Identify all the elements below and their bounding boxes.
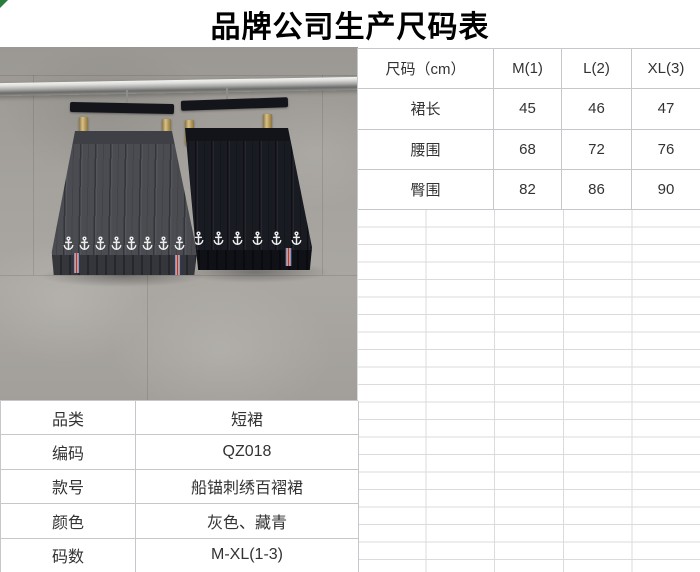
hanger-hook <box>126 90 128 105</box>
skirt-underlayer <box>185 250 313 270</box>
skirt-underlayer <box>51 255 197 275</box>
anchor-icon <box>95 236 106 251</box>
size-col-header: L(2) <box>562 49 632 90</box>
anchor-icon <box>174 236 185 251</box>
info-value: 灰色、藏青 <box>136 504 359 539</box>
anchor-icon <box>291 231 302 246</box>
anchor-icon <box>79 236 90 251</box>
wall-tile-seam <box>0 75 358 76</box>
anchor-icon <box>272 231 282 246</box>
skirt-waistband <box>51 131 197 145</box>
sheet-corner-marker <box>0 0 8 8</box>
size-cell: 72 <box>562 129 632 170</box>
spreadsheet-grid <box>357 209 700 572</box>
skirt-navy-shape <box>185 128 313 270</box>
info-label: 品类 <box>1 401 136 436</box>
anchor-icon <box>111 236 121 251</box>
size-cell: 68 <box>494 129 562 170</box>
info-value: 短裙 <box>136 401 359 436</box>
size-cell: 46 <box>562 89 632 130</box>
product-info-table: 品类 短裙 编码 QZ018 款号 船锚刺绣百褶裙 颜色 灰色、藏青 码数 M-… <box>0 400 359 572</box>
size-cell: 90 <box>632 170 700 210</box>
skirt-navy <box>179 128 316 270</box>
anchor-icon <box>63 236 74 251</box>
size-row-label: 裙长 <box>358 89 494 130</box>
anchor-icon <box>126 236 137 251</box>
info-value: M-XL(1-3) <box>136 538 359 572</box>
size-table: 尺码（cm） M(1) L(2) XL(3) 裙长 45 46 47 腰围 68… <box>357 48 700 210</box>
size-cell: 82 <box>494 169 562 210</box>
anchor-icon <box>193 231 204 246</box>
grosgrain-stripe <box>285 248 292 266</box>
size-col-header: M(1) <box>494 49 562 90</box>
grosgrain-stripe <box>73 253 80 273</box>
wall-tile-seam <box>33 75 34 275</box>
hanger-clip <box>263 114 272 139</box>
anchor-embroidery-row <box>185 226 312 251</box>
info-value: 船锚刺绣百褶裙 <box>136 469 359 505</box>
size-row-label: 腰围 <box>358 129 494 170</box>
size-row-label: 臀围 <box>358 169 494 210</box>
size-col-header: XL(3) <box>632 49 700 90</box>
hanger-bar-right <box>180 97 289 111</box>
skirt-gray <box>50 131 198 275</box>
anchor-icon <box>252 231 263 246</box>
size-col-header: 尺码（cm） <box>358 49 494 90</box>
anchor-embroidery-row <box>52 231 197 256</box>
wall-tile-seam <box>0 275 358 276</box>
skirt-pleats <box>51 144 197 256</box>
wall-tile-seam <box>147 275 148 400</box>
size-cell: 76 <box>632 130 700 170</box>
anchor-icon <box>213 231 223 246</box>
anchor-icon <box>158 236 169 251</box>
size-cell: 86 <box>562 169 632 210</box>
size-cell: 47 <box>632 89 700 130</box>
clothes-rail <box>0 76 358 97</box>
skirt-pleats <box>185 141 313 251</box>
hanger-hook <box>226 87 228 101</box>
skirt-waistband <box>185 128 313 142</box>
hanger-bar-left <box>69 101 175 115</box>
info-label: 编码 <box>1 435 136 470</box>
info-label: 款号 <box>1 469 136 505</box>
hanger-clip <box>79 117 88 142</box>
anchor-icon <box>142 236 153 251</box>
info-label: 颜色 <box>1 504 136 539</box>
wall-tile-seam <box>322 75 323 275</box>
info-value: QZ018 <box>136 435 359 470</box>
grosgrain-stripe <box>174 255 181 275</box>
skirt-gray-shape <box>51 131 197 275</box>
info-label: 码数 <box>1 538 136 572</box>
size-cell: 45 <box>494 89 562 130</box>
page-title: 品牌公司生产尺码表 <box>0 0 700 47</box>
anchor-icon <box>232 231 243 246</box>
product-photo <box>0 47 358 400</box>
